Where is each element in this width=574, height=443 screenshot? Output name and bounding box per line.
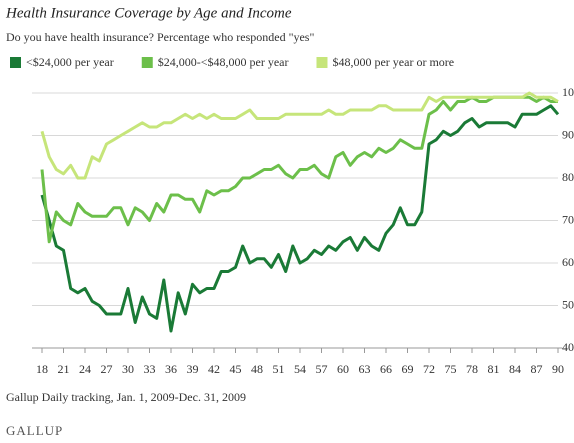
y-tick-label: 90	[562, 127, 574, 141]
legend-swatch	[10, 57, 21, 68]
x-tick-label: 30	[122, 362, 134, 376]
logo: GALLUP	[6, 423, 63, 438]
y-tick-label: 60	[562, 255, 574, 269]
chart-title: Health Insurance Coverage by Age and Inc…	[5, 5, 292, 21]
legend-swatch	[316, 57, 328, 68]
x-tick-label: 51	[273, 362, 285, 376]
y-tick-label: 100	[562, 85, 574, 99]
y-tick-label: 80	[562, 170, 574, 184]
x-tick-label: 33	[144, 362, 156, 376]
x-tick-label: 45	[230, 362, 242, 376]
y-tick-label: 70	[562, 212, 574, 226]
chart-subtitle: Do you have health insurance? Percentage…	[6, 30, 314, 44]
series-line	[40, 91, 559, 180]
x-tick-label: 87	[531, 362, 543, 376]
x-tick-label: 72	[423, 362, 435, 376]
y-tick-label: 50	[562, 297, 574, 311]
x-tick-label: 63	[359, 362, 371, 376]
x-tick-label: 39	[187, 362, 199, 376]
y-tick-label: 40	[562, 340, 574, 354]
x-tick-label: 69	[402, 362, 414, 376]
x-tick-label: 78	[466, 362, 478, 376]
legend-label: <$24,000 per year	[26, 55, 114, 69]
legend-label: $48,000 per year or more	[332, 55, 454, 69]
x-tick-label: 18	[36, 362, 48, 376]
legend-label: $24,000-<$48,000 per year	[158, 55, 289, 69]
x-tick-label: 24	[79, 362, 91, 376]
x-tick-label: 75	[445, 362, 457, 376]
x-tick-label: 21	[58, 362, 70, 376]
x-tick-label: 42	[208, 362, 220, 376]
x-tick-label: 81	[488, 362, 500, 376]
source: Gallup Daily tracking, Jan. 1, 2009-Dec.…	[6, 390, 246, 404]
x-tick-label: 90	[552, 362, 564, 376]
x-tick-label: 66	[380, 362, 392, 376]
legend-swatch	[141, 57, 153, 68]
x-tick-label: 27	[101, 362, 113, 376]
x-tick-label: 84	[509, 362, 521, 376]
series-line	[40, 104, 560, 333]
x-tick-label: 60	[337, 362, 349, 376]
x-tick-label: 48	[251, 362, 263, 376]
x-tick-label: 57	[316, 362, 328, 376]
x-tick-label: 54	[294, 362, 306, 376]
x-tick-label: 36	[165, 362, 177, 376]
